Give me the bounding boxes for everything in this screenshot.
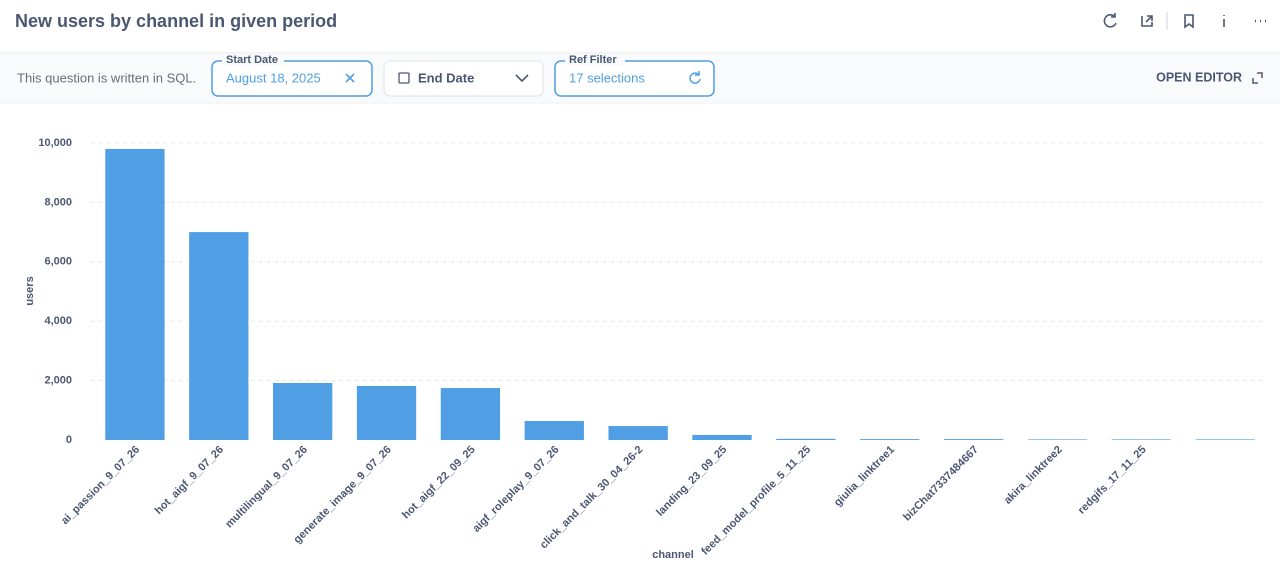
header-icons (1103, 12, 1266, 30)
ref-filter[interactable] (554, 60, 715, 97)
x-tick-label: landing_23_09_25 (654, 444, 729, 519)
bar (524, 420, 584, 440)
x-tick-label: giulia_linktree1 (832, 444, 897, 509)
open-editor[interactable]: OPEN EDITOR (1156, 70, 1242, 84)
chevron-icon (515, 74, 529, 83)
sql-note: This question is written in SQL. (17, 70, 196, 85)
start-date-filter[interactable] (211, 60, 373, 97)
x-tick-label: generate_image_9_07_26 (292, 444, 394, 546)
x-tick-label: aigf_roleplay_9_07_26 (471, 444, 562, 535)
x-axis-title: channel (652, 549, 694, 561)
x-tick-label: hot_aigf_22_09_25 (400, 444, 478, 522)
y-tick-label: 8,000 (44, 196, 72, 208)
x-tick-label: akira_linktree2 (1002, 444, 1065, 507)
calendar-icon (398, 72, 410, 84)
bar (273, 382, 333, 440)
bar (943, 439, 1004, 440)
x-tick-label: redgifs_17_11_25 (1076, 444, 1149, 517)
share-icon[interactable] (1141, 15, 1153, 27)
filter-label: Ref Filter (569, 54, 617, 66)
plot: 0 2,000 4,000 6,000 8,000 10,000 ai_passion_9_… (38, 137, 1267, 558)
filter-value: 17 selections (569, 70, 645, 85)
x-tick-label: bizChat7337484667 (901, 444, 981, 524)
bar (356, 385, 417, 440)
x-tick-label: click_and_talk_30_04_26-2 (538, 444, 646, 552)
y-tick-label: 2,000 (44, 375, 72, 387)
y-axis-title: users (24, 276, 36, 305)
label-gap (222, 54, 284, 66)
bar (105, 148, 165, 440)
bar (860, 439, 920, 440)
header-bg (0, 0, 1280, 53)
bar (1111, 439, 1171, 440)
y-tick-label: 4,000 (44, 315, 72, 327)
end-date-filter[interactable] (383, 60, 544, 97)
x-tick-label: ai_passion_9_07_26 (59, 444, 142, 527)
bar (1195, 439, 1255, 440)
bar (440, 388, 501, 440)
bar (692, 434, 752, 440)
bar (189, 232, 249, 440)
bar (608, 426, 668, 440)
reset-icon[interactable] (689, 71, 701, 84)
bar (1027, 439, 1088, 440)
filter-label: Start Date (226, 54, 278, 66)
y-tick-label: 10,000 (38, 137, 72, 149)
label-gap (565, 54, 625, 66)
y-tick-label: 6,000 (44, 256, 72, 268)
y-tick-label: 0 (66, 434, 72, 446)
filter-label: End Date (418, 70, 474, 85)
bookmark-icon[interactable] (1184, 14, 1194, 29)
x-tick-label: hot_aigf_9_07_26 (153, 444, 226, 517)
bar (776, 438, 836, 440)
page-title: New users by channel in given period (15, 11, 337, 31)
refresh-icon[interactable] (1103, 13, 1117, 28)
clear-icon[interactable] (345, 73, 355, 83)
x-tick-label: multilingual_9_07_26 (223, 444, 310, 531)
expand-icon (1252, 72, 1263, 84)
filter-value: August 18, 2025 (226, 70, 321, 85)
